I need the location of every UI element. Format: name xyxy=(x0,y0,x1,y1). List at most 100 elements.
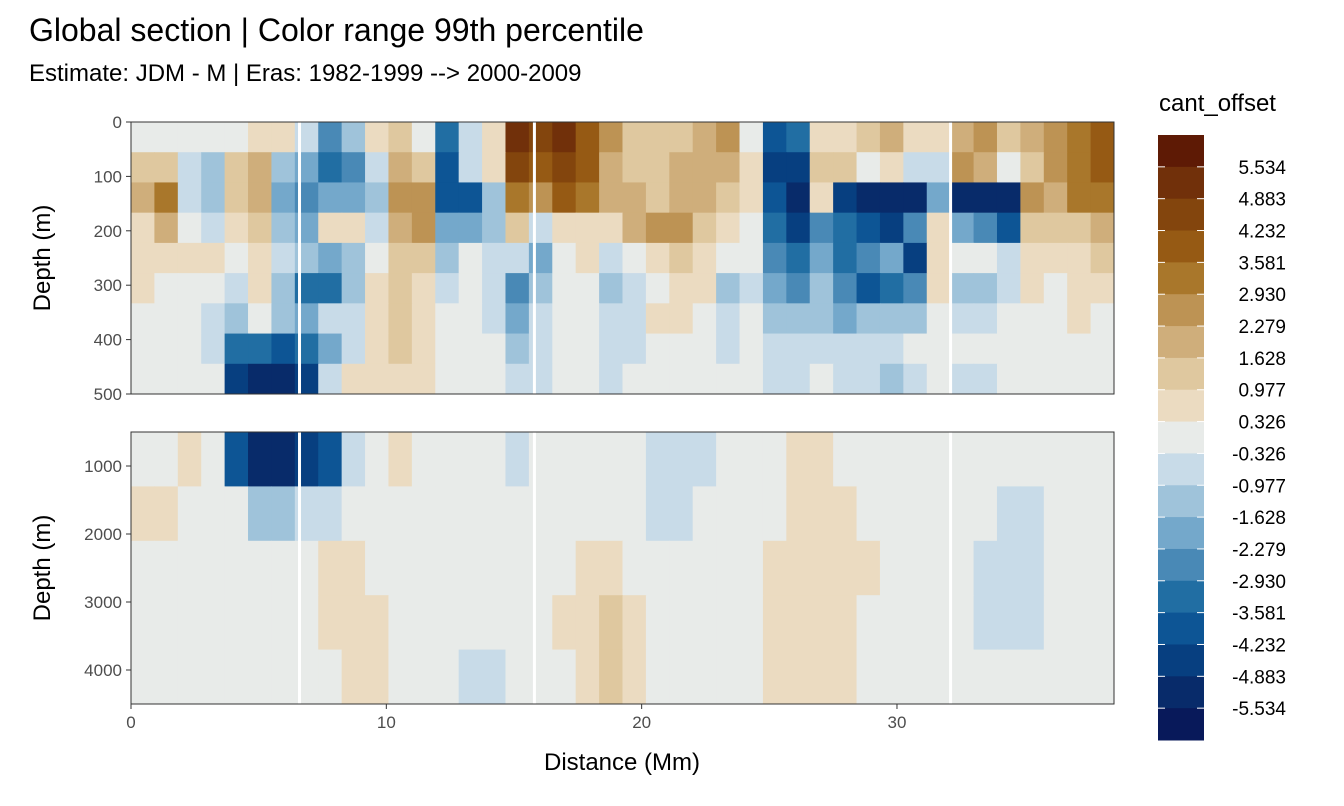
heatmap-cell xyxy=(1043,595,1068,651)
heatmap-cell xyxy=(528,242,553,274)
heatmap-cell xyxy=(833,212,858,244)
heatmap-cell xyxy=(879,212,904,244)
heatmap-cell xyxy=(341,122,366,153)
heatmap-cell xyxy=(224,122,249,153)
heatmap-cell xyxy=(575,122,600,153)
heatmap-cell xyxy=(482,486,507,542)
heatmap-cell xyxy=(716,122,741,153)
heatmap-cell xyxy=(996,363,1021,394)
heatmap-cell xyxy=(1067,595,1092,651)
heatmap-cell xyxy=(1090,432,1114,487)
y-tick-label: 3000 xyxy=(84,593,122,612)
heatmap-cell xyxy=(622,122,647,153)
heatmap-cell xyxy=(645,363,670,394)
heatmap-cell xyxy=(762,212,787,244)
heatmap-cell xyxy=(318,595,343,651)
heatmap-cell xyxy=(411,212,436,244)
heatmap-cell xyxy=(903,649,928,704)
heatmap-cell xyxy=(716,486,741,542)
heatmap-cell xyxy=(692,152,717,184)
heatmap-cell xyxy=(1067,432,1092,487)
heatmap-cell xyxy=(856,242,881,274)
heatmap-cell xyxy=(271,273,296,304)
heatmap-cell xyxy=(177,333,202,365)
heatmap-cell xyxy=(1043,333,1068,365)
section-breaks xyxy=(298,122,953,704)
heatmap-cell xyxy=(248,649,273,704)
heatmap-cell xyxy=(482,242,507,274)
heatmap-cell xyxy=(903,242,928,274)
heatmap-cell xyxy=(482,212,507,244)
heatmap-cell xyxy=(809,122,834,153)
legend-label: -0.977 xyxy=(1232,476,1286,497)
heatmap-cell xyxy=(388,540,413,596)
heatmap-cell xyxy=(411,182,436,214)
heatmap-cell xyxy=(552,486,577,542)
heatmap-cell xyxy=(692,212,717,244)
heatmap-cell xyxy=(365,363,390,394)
heatmap-cell xyxy=(271,649,296,704)
legend-label: 4.232 xyxy=(1238,222,1286,243)
x-tick-label: 20 xyxy=(632,713,651,732)
heatmap-cell xyxy=(833,649,858,704)
heatmap-cell xyxy=(739,333,764,365)
heatmap-cell xyxy=(716,242,741,274)
heatmap-cell xyxy=(458,242,483,274)
heatmap-cell xyxy=(505,363,530,394)
heatmap-cell xyxy=(809,152,834,184)
heatmap-cell xyxy=(856,122,881,153)
heatmap-cell xyxy=(762,363,787,394)
heatmap-cell xyxy=(786,486,811,542)
heatmap-cell xyxy=(809,303,834,335)
heatmap-cell xyxy=(833,182,858,214)
heatmap-cell xyxy=(201,273,226,304)
heatmap-cell xyxy=(903,152,928,184)
heatmap-cell xyxy=(996,122,1021,153)
heatmap-cell xyxy=(996,182,1021,214)
heatmap-cell xyxy=(599,486,624,542)
heatmap-cell xyxy=(786,333,811,365)
heatmap-cell xyxy=(411,432,436,487)
heatmap-cell xyxy=(1067,122,1092,153)
heatmap-cell xyxy=(950,540,975,596)
heatmap-cell xyxy=(879,363,904,394)
heatmap-cell xyxy=(388,122,413,153)
heatmap-cell xyxy=(950,595,975,651)
heatmap-cell xyxy=(716,649,741,704)
legend-color-bin xyxy=(1158,389,1204,423)
heatmap-cell xyxy=(154,273,179,304)
heatmap-cell xyxy=(365,273,390,304)
heatmap-cell xyxy=(224,540,249,596)
heatmap-cell xyxy=(809,242,834,274)
heatmap-cell xyxy=(528,432,553,487)
heatmap-cell xyxy=(1043,432,1068,487)
y-tick-label: 100 xyxy=(94,167,122,186)
heatmap-cell xyxy=(973,595,998,651)
heatmap-cell xyxy=(177,595,202,651)
heatmap-cell xyxy=(996,540,1021,596)
heatmap-cell xyxy=(645,242,670,274)
heatmap-cell xyxy=(716,303,741,335)
heatmap-cell xyxy=(1043,363,1068,394)
heatmap-cell xyxy=(411,595,436,651)
heatmap-cell xyxy=(365,212,390,244)
heatmap-cell xyxy=(716,182,741,214)
heatmap-cell xyxy=(996,595,1021,651)
heatmap-cell xyxy=(505,122,530,153)
heatmap-cell xyxy=(575,595,600,651)
legend-color-bin xyxy=(1158,708,1204,741)
heatmap-cell xyxy=(879,540,904,596)
heatmap-cell xyxy=(411,333,436,365)
heatmap-cell xyxy=(809,540,834,596)
heatmap-cell xyxy=(903,595,928,651)
heatmap-cell xyxy=(458,432,483,487)
heatmap-cell xyxy=(201,486,226,542)
heatmap-cell xyxy=(973,273,998,304)
heatmap-cell xyxy=(950,333,975,365)
heatmap-cell xyxy=(1043,486,1068,542)
heatmap-cell xyxy=(1020,432,1045,487)
legend-label: -0.326 xyxy=(1232,444,1286,465)
heatmap-cell xyxy=(645,212,670,244)
y-tick-label: 400 xyxy=(94,331,122,350)
heatmap-cell xyxy=(739,303,764,335)
